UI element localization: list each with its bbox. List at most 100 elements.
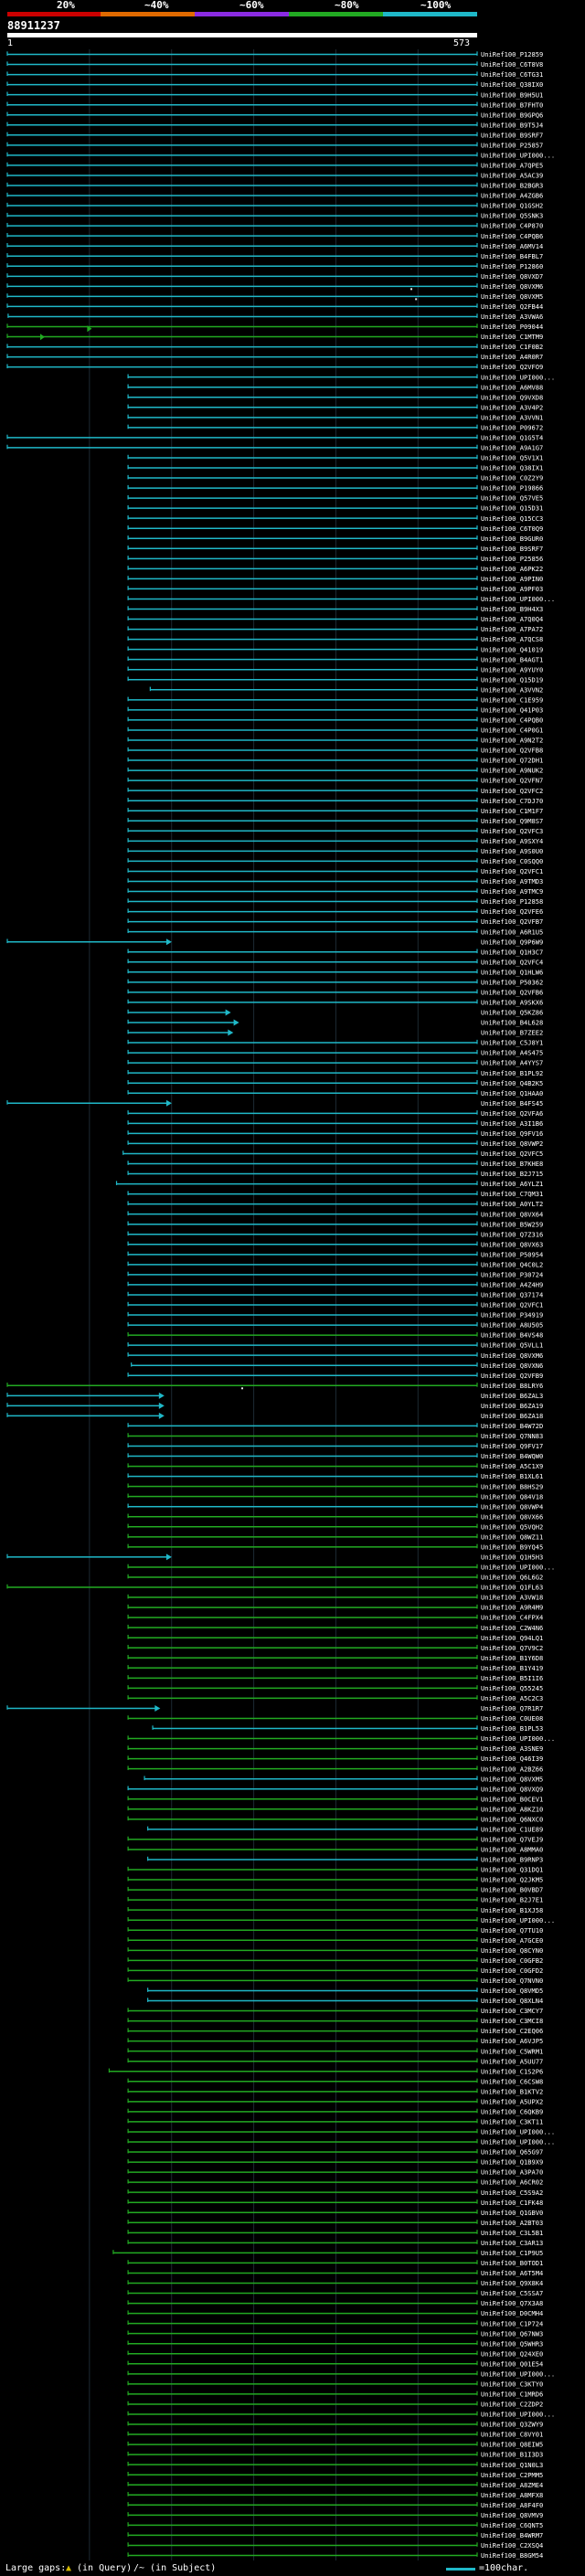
hit-label: UniRef100_Q8VWP2 bbox=[481, 1140, 543, 1148]
hit-label: UniRef100_Q9VXD8 bbox=[481, 393, 543, 401]
hit-label: UniRef100_A8U505 bbox=[481, 1321, 543, 1330]
hit-label: UniRef100_Q1B9X9 bbox=[481, 2158, 543, 2167]
hit-label: UniRef100_B8HS29 bbox=[481, 1482, 543, 1490]
hit-label: UniRef100_Q9X8K4 bbox=[481, 2279, 543, 2287]
hit-label: UniRef100_P09044 bbox=[481, 323, 543, 331]
hit-label: UniRef100_A0YLT2 bbox=[481, 1200, 543, 1208]
hit-label: UniRef100_A9TMC9 bbox=[481, 887, 543, 896]
legend-query-gap: (in Query) bbox=[77, 2563, 133, 2573]
hit-label: UniRef100_Q57VE5 bbox=[481, 494, 543, 503]
hit-label: UniRef100_C3L5B1 bbox=[481, 2229, 543, 2237]
hit-label: UniRef100_A6YLZ1 bbox=[481, 1180, 543, 1188]
hit-label: UniRef100_B0TOD1 bbox=[481, 2259, 543, 2267]
hit-label: UniRef100_C3KTY0 bbox=[481, 2380, 543, 2388]
hit-label: UniRef100_Q4B2K5 bbox=[481, 1079, 543, 1087]
hit-label: UniRef100_C4P870 bbox=[481, 222, 543, 230]
hit-label: UniRef100_Q8WZ11 bbox=[481, 1532, 543, 1541]
legend-subject-gap: /~ (in Subject) bbox=[133, 2563, 217, 2573]
hit-label: UniRef100_A6MV88 bbox=[481, 383, 543, 391]
hit-label: UniRef100_C1UE89 bbox=[481, 1825, 543, 1833]
hit-label: UniRef100_UPI000... bbox=[481, 2369, 555, 2378]
hit-label: UniRef100_Q4C0L2 bbox=[481, 1260, 543, 1268]
hit-arrow bbox=[165, 1553, 172, 1561]
hit-arrow bbox=[158, 1392, 165, 1399]
hit-label: UniRef100_A3V4P2 bbox=[481, 403, 543, 411]
legend-scale-bar bbox=[446, 2568, 475, 2571]
hit-label: UniRef100_A3VVN1 bbox=[481, 413, 543, 421]
hit-label: UniRef100_Q6NXC0 bbox=[481, 1815, 543, 1823]
hit-label: UniRef100_Q8VXM5 bbox=[481, 292, 543, 301]
hit-label: UniRef100_Q2VFB6 bbox=[481, 988, 543, 996]
hit-label: UniRef100_Q72DH1 bbox=[481, 757, 543, 765]
hit-label: UniRef100_Q5SNK3 bbox=[481, 212, 543, 220]
hit-label: UniRef100_P19866 bbox=[481, 484, 543, 493]
hit-label: UniRef100_B7KHE8 bbox=[481, 1160, 543, 1168]
hit-label: UniRef100_B8LRY6 bbox=[481, 1382, 543, 1390]
hit-label: UniRef100_B9T5J4 bbox=[481, 121, 543, 129]
color-key-purple bbox=[195, 12, 289, 16]
hit-label: UniRef100_C1P9U5 bbox=[481, 2249, 543, 2257]
hit-label: UniRef100_A3VWA6 bbox=[481, 313, 543, 321]
hit-label: UniRef100_Q5KZ86 bbox=[481, 1009, 543, 1017]
hit-label: UniRef100_B0VBD7 bbox=[481, 1886, 543, 1894]
hit-label: UniRef100_C0UE08 bbox=[481, 1714, 543, 1723]
hit-label: UniRef100_A9R4M9 bbox=[481, 1604, 543, 1612]
hit-label: UniRef100_C4FPX4 bbox=[481, 1614, 543, 1622]
hit-label: UniRef100_A5UU77 bbox=[481, 2057, 543, 2065]
hit-label: UniRef100_A8F4F0 bbox=[481, 2501, 543, 2509]
hit-label: UniRef100_Q2VFC5 bbox=[481, 1150, 543, 1158]
hit-label: UniRef100_B9SRF7 bbox=[481, 545, 543, 553]
hit-label: UniRef100_Q9FV16 bbox=[481, 1129, 543, 1138]
hit-label: UniRef100_A7GCE0 bbox=[481, 1936, 543, 1945]
hit-label: UniRef100_Q41019 bbox=[481, 645, 543, 653]
hit-label: UniRef100_A8KZ10 bbox=[481, 1805, 543, 1813]
hit-label: UniRef100_P50954 bbox=[481, 1250, 543, 1258]
hit-label: UniRef100_Q5WHR3 bbox=[481, 2339, 543, 2348]
hit-label: UniRef100_B4WQW0 bbox=[481, 1452, 543, 1460]
hit-label: UniRef100_Q2VFN7 bbox=[481, 777, 543, 785]
hit-label: UniRef100_Q8XLN4 bbox=[481, 1997, 543, 2005]
hit-label: UniRef100_Q1G5T4 bbox=[481, 433, 543, 441]
hit-label: UniRef100_A4YYS7 bbox=[481, 1059, 543, 1067]
percent-label-40: ~40% bbox=[144, 0, 169, 11]
hit-label: UniRef100_B1PL53 bbox=[481, 1724, 543, 1733]
hit-label: UniRef100_C1MRD6 bbox=[481, 2390, 543, 2399]
hit-label: UniRef100_A7QPE5 bbox=[481, 162, 543, 170]
hit-label: UniRef100_Q8VXD7 bbox=[481, 272, 543, 281]
hit-label: UniRef100_C1M1F7 bbox=[481, 807, 543, 815]
hit-label: UniRef100_C6T8V8 bbox=[481, 60, 543, 69]
hit-label: UniRef100_C3AR13 bbox=[481, 2239, 543, 2247]
hit-label: UniRef100_Q37174 bbox=[481, 1291, 543, 1299]
hit-label: UniRef100_A9SKX6 bbox=[481, 999, 543, 1007]
hit-gap-marker bbox=[415, 298, 418, 301]
color-key-cyan bbox=[383, 12, 477, 16]
hit-label: UniRef100_B9SRF7 bbox=[481, 131, 543, 139]
hit-label: UniRef100_UPI000... bbox=[481, 151, 555, 159]
hit-label: UniRef100_A8ZME4 bbox=[481, 2481, 543, 2489]
hit-label: UniRef100_Q01E54 bbox=[481, 2359, 543, 2368]
hit-label: UniRef100_C4PQB0 bbox=[481, 716, 543, 725]
hit-label: UniRef100_C5WRM1 bbox=[481, 2047, 543, 2055]
hit-label: UniRef100_C7QM31 bbox=[481, 1190, 543, 1198]
hit-label: UniRef100_Q8CYN0 bbox=[481, 1946, 543, 1955]
hit-label: UniRef100_A5AC39 bbox=[481, 172, 543, 180]
hit-label: UniRef100_B5W259 bbox=[481, 1220, 543, 1228]
hit-label: UniRef100_C6QNT5 bbox=[481, 2521, 543, 2529]
hit-label: UniRef100_Q1H3C7 bbox=[481, 948, 543, 956]
hit-label: UniRef100_A3PA70 bbox=[481, 2168, 543, 2177]
hit-arrow bbox=[154, 1704, 161, 1712]
hit-label: UniRef100_B1I3D3 bbox=[481, 2451, 543, 2459]
hit-label: UniRef100_Q7TU10 bbox=[481, 1926, 543, 1935]
hit-label: UniRef100_Q1HAA0 bbox=[481, 1089, 543, 1097]
hit-label: UniRef100_A7PA72 bbox=[481, 625, 543, 633]
hit-label: UniRef100_D0CMH4 bbox=[481, 2309, 543, 2317]
hit-label: UniRef100_B4L628 bbox=[481, 1019, 543, 1027]
hit-arrow bbox=[158, 1412, 165, 1419]
legend-scale: =100char. bbox=[479, 2563, 529, 2573]
hit-label: UniRef100_P25857 bbox=[481, 141, 543, 149]
hit-label: UniRef100_C7DJ70 bbox=[481, 797, 543, 805]
hit-label: UniRef100_B9GPQ6 bbox=[481, 111, 543, 119]
hit-label: UniRef100_A5UPX2 bbox=[481, 2097, 543, 2105]
hit-label: UniRef100_A6R1U5 bbox=[481, 928, 543, 936]
